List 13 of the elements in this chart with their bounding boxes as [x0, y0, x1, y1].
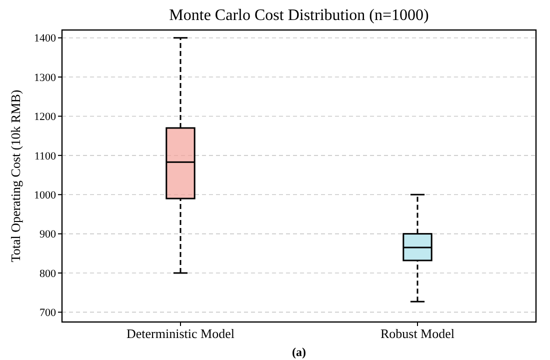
y-tick-label: 1300: [34, 72, 56, 84]
y-tick-label: 900: [40, 228, 56, 241]
x-tick-label: Robust Model: [380, 326, 455, 341]
y-axis-title: Total Operating Cost (10k RMB): [8, 90, 23, 262]
x-tick-label: Deterministic Model: [126, 326, 235, 341]
y-tick-label: 1400: [34, 32, 56, 45]
y-tick-label: 800: [40, 268, 56, 280]
y-tick-label: 1000: [34, 189, 56, 202]
chart-title: Monte Carlo Cost Distribution (n=1000): [169, 7, 429, 24]
y-tick-label: 1200: [34, 111, 56, 124]
text: (a): [292, 345, 306, 359]
y-tick-label: 700: [40, 307, 56, 320]
y-tick-label: 1100: [34, 150, 56, 162]
